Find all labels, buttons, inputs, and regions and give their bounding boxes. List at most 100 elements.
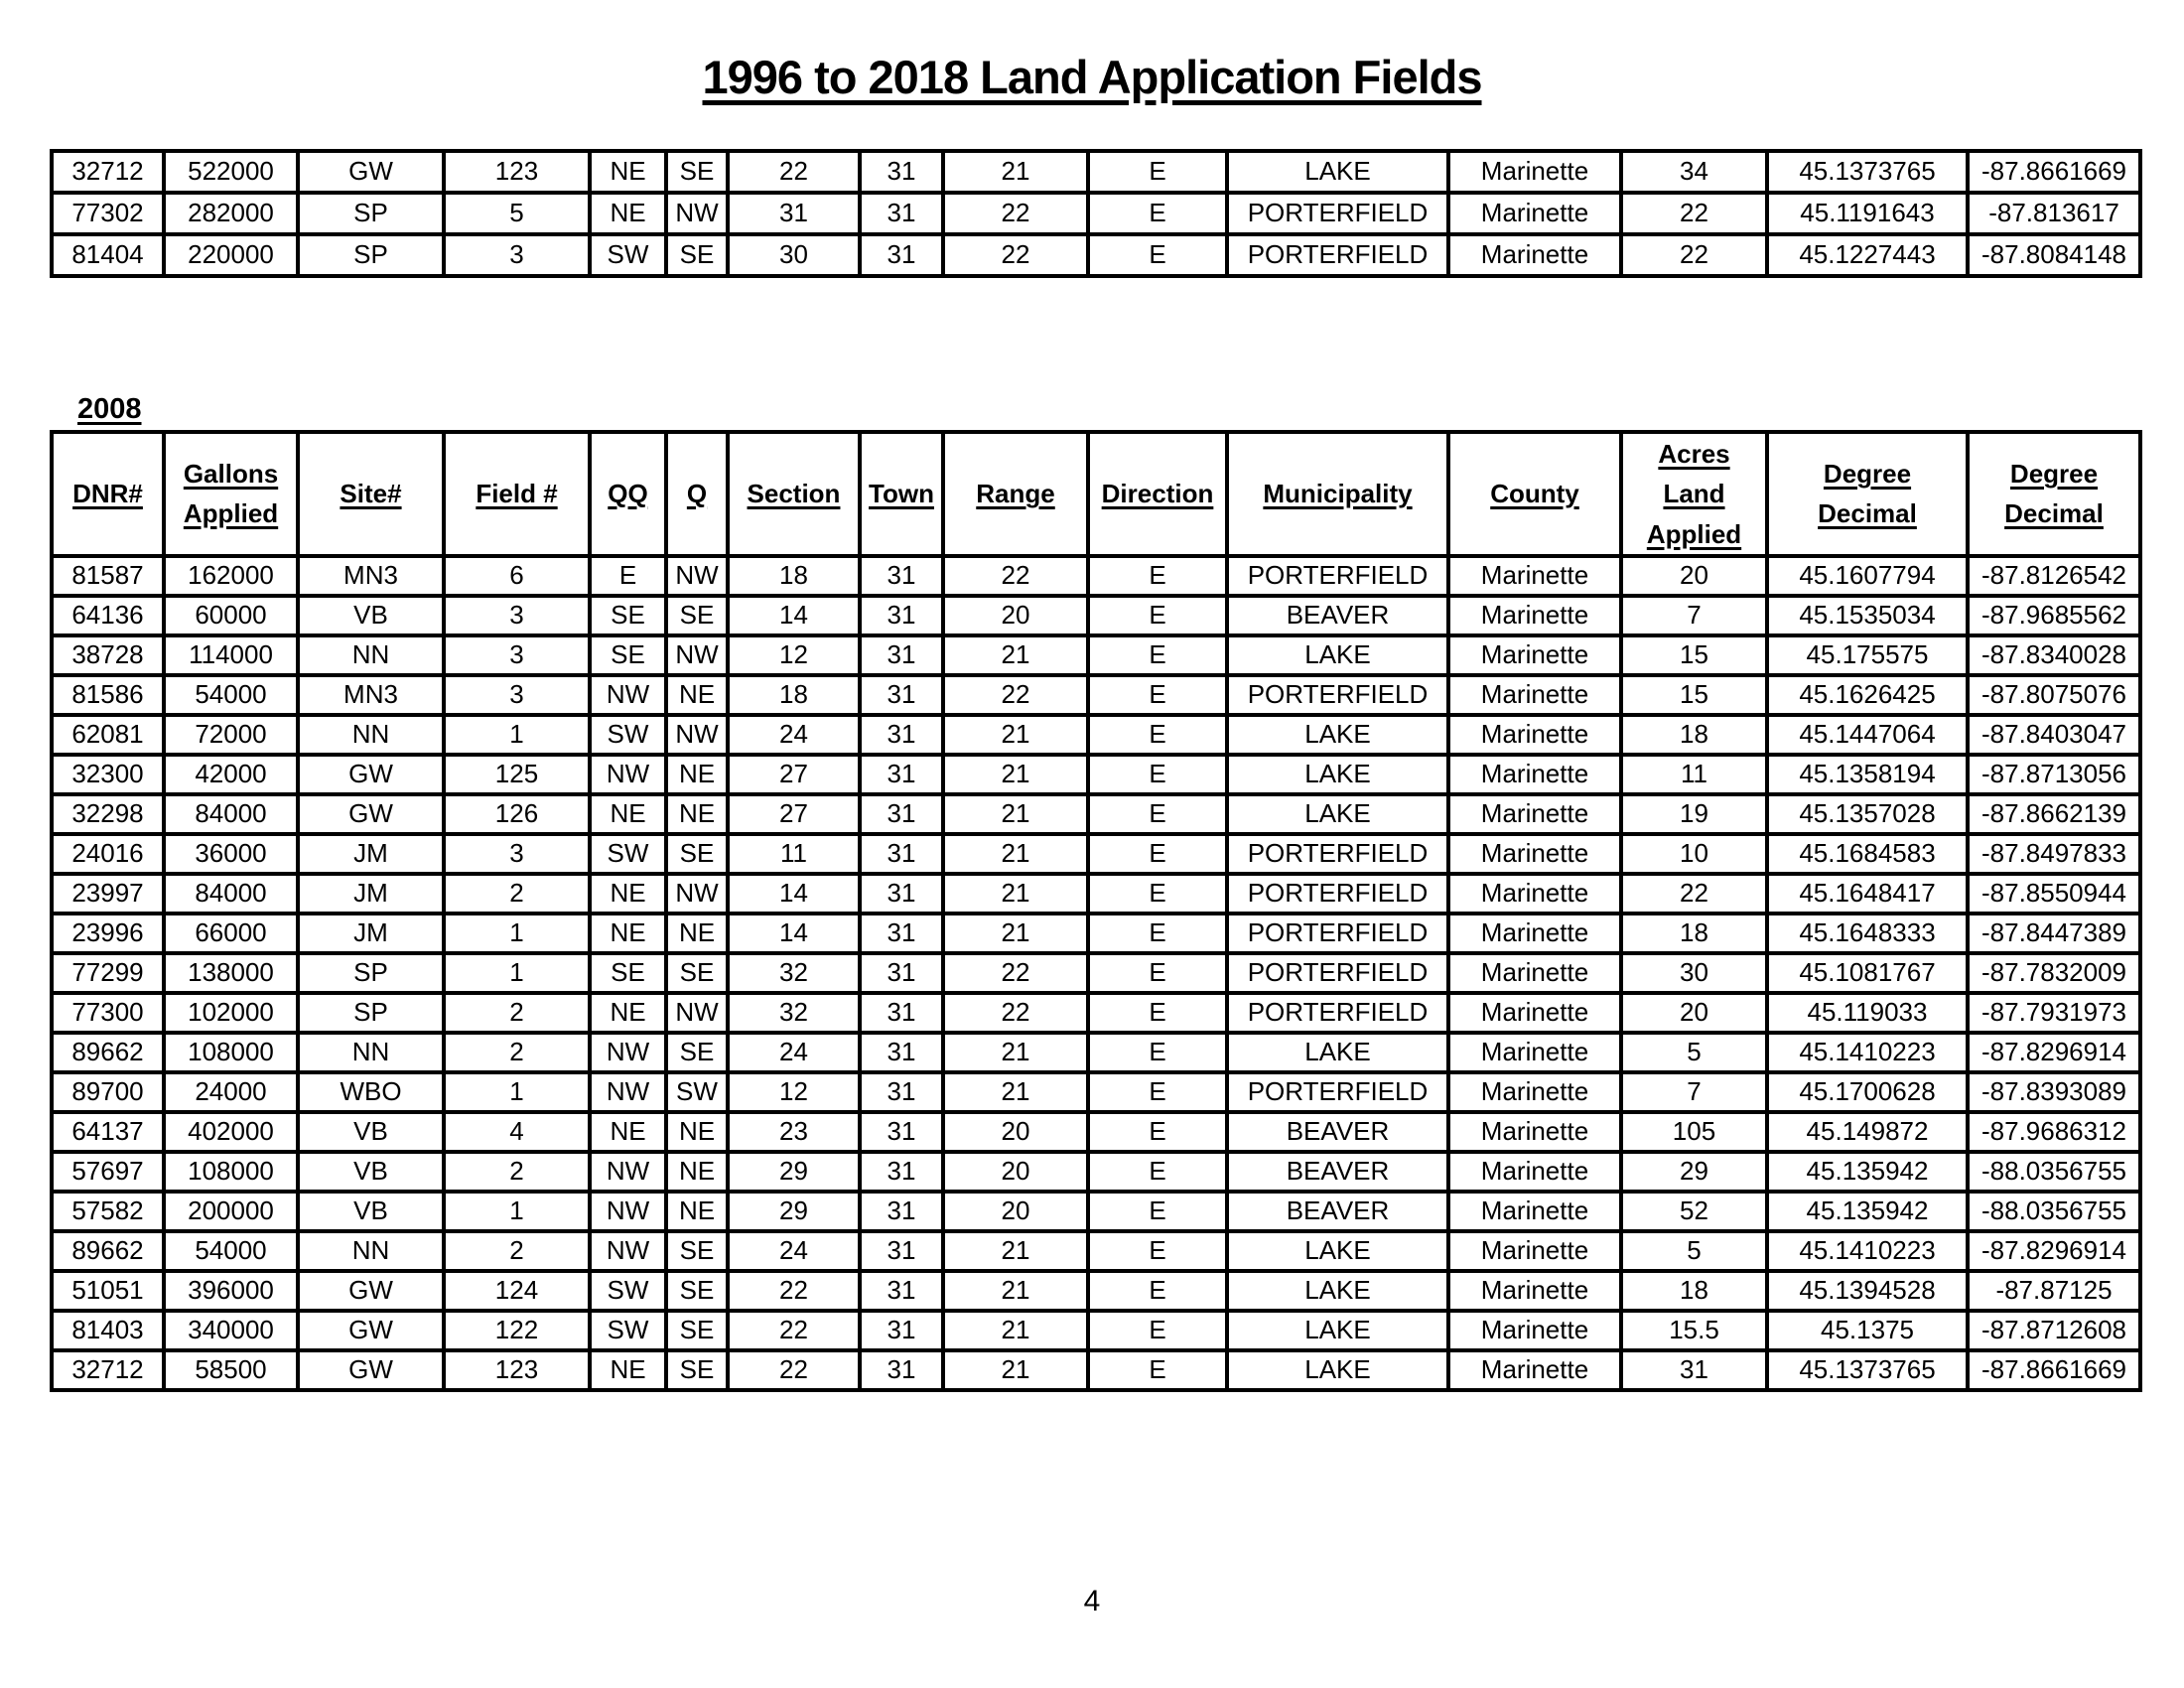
table-cell: 24 bbox=[726, 1030, 862, 1074]
table-cell: 31 bbox=[858, 831, 945, 876]
table-cell: NE bbox=[664, 672, 730, 717]
table-cell: 200000 bbox=[162, 1189, 300, 1233]
table-cell: NW bbox=[664, 633, 730, 677]
table-cell: NE bbox=[588, 990, 668, 1035]
table-cell: 27 bbox=[726, 791, 862, 836]
table-row: 81586 54000 MN3 3 NW NE 18 31 22 E PORTERFIELD Mari… bbox=[50, 672, 2142, 717]
table-cell: -87.8712608 bbox=[1966, 1308, 2142, 1352]
table-cell: 31 bbox=[1619, 1347, 1769, 1392]
table-cell: 18 bbox=[1619, 712, 1769, 757]
table-cell: NE bbox=[664, 752, 730, 796]
table-cell: 77300 bbox=[50, 990, 166, 1035]
table-cell: 162000 bbox=[162, 553, 300, 598]
table-cell: 7 bbox=[1619, 1069, 1769, 1114]
table-cell: Marinette bbox=[1446, 752, 1623, 796]
table-cell: Marinette bbox=[1446, 672, 1623, 717]
table-cell: -87.813617 bbox=[1966, 191, 2142, 236]
table-cell: SP bbox=[296, 232, 446, 278]
table-cell: NW bbox=[588, 1149, 668, 1194]
table-cell: E bbox=[1086, 1030, 1229, 1074]
table-cell: 45.1607794 bbox=[1765, 553, 1970, 598]
land-application-table-head: DNR# Gallons Applied Site# Field # QQ Q Sectio… bbox=[50, 430, 2142, 558]
table-cell: GW bbox=[296, 752, 446, 796]
table-cell: 21 bbox=[941, 1347, 1090, 1392]
table-cell: SE bbox=[664, 1347, 730, 1392]
table-cell: -87.8661669 bbox=[1966, 149, 2142, 195]
table-cell: 30 bbox=[1619, 950, 1769, 995]
year-label: 2008 bbox=[77, 393, 142, 425]
table-cell: 62081 bbox=[50, 712, 166, 757]
table-cell: 123 bbox=[442, 149, 592, 195]
table-cell: Marinette bbox=[1446, 1228, 1623, 1273]
table-cell: 31 bbox=[858, 633, 945, 677]
table-cell: E bbox=[1086, 1069, 1229, 1114]
table-cell: E bbox=[1086, 1189, 1229, 1233]
table-cell: SP bbox=[296, 990, 446, 1035]
table-cell: 19 bbox=[1619, 791, 1769, 836]
table-cell: NE bbox=[664, 1109, 730, 1154]
table-cell: E bbox=[1086, 633, 1229, 677]
table-cell: Marinette bbox=[1446, 950, 1623, 995]
table-cell: 32712 bbox=[50, 1347, 166, 1392]
table-cell: 10 bbox=[1619, 831, 1769, 876]
table-cell: 22 bbox=[1619, 232, 1769, 278]
table-cell: 24000 bbox=[162, 1069, 300, 1114]
table-cell: SE bbox=[588, 633, 668, 677]
table-cell: -87.8340028 bbox=[1966, 633, 2142, 677]
table-cell: 1 bbox=[442, 1069, 592, 1114]
table-cell: Marinette bbox=[1446, 553, 1623, 598]
table-cell: E bbox=[1086, 831, 1229, 876]
table-cell: 45.1357028 bbox=[1765, 791, 1970, 836]
table-cell: 64137 bbox=[50, 1109, 166, 1154]
table-cell: NW bbox=[664, 871, 730, 915]
column-header-12: County bbox=[1446, 430, 1623, 558]
table-cell: NW bbox=[588, 1069, 668, 1114]
table-cell: Marinette bbox=[1446, 232, 1623, 278]
table-cell: NE bbox=[664, 1189, 730, 1233]
page-title: 1996 to 2018 Land Application Fields bbox=[702, 51, 1483, 103]
table-cell: SW bbox=[588, 232, 668, 278]
table-row: 57582 200000 VB 1 NW NE 29 31 20 E BEAVER Marinette… bbox=[50, 1189, 2142, 1233]
table-cell: 22 bbox=[726, 1268, 862, 1313]
table-cell: E bbox=[1086, 191, 1229, 236]
table-cell: -87.8296914 bbox=[1966, 1228, 2142, 1273]
table-cell: 114000 bbox=[162, 633, 300, 677]
table-cell: 60000 bbox=[162, 593, 300, 637]
table-cell: 45.1081767 bbox=[1765, 950, 1970, 995]
table-cell: -87.8497833 bbox=[1966, 831, 2142, 876]
table-cell: 81403 bbox=[50, 1308, 166, 1352]
column-header-13: Acres Land Applied bbox=[1619, 430, 1769, 558]
table-cell: NE bbox=[588, 1109, 668, 1154]
table-cell: 2 bbox=[442, 990, 592, 1035]
table-cell: JM bbox=[296, 831, 446, 876]
table-cell: SE bbox=[664, 149, 730, 195]
table-row: 32300 42000 GW 125 NW NE 27 31 21 E LAKE Marinette 1… bbox=[50, 752, 2142, 796]
table-cell: SE bbox=[664, 1228, 730, 1273]
table-cell: 18 bbox=[1619, 911, 1769, 955]
table-cell: E bbox=[588, 553, 668, 598]
table-cell: 81586 bbox=[50, 672, 166, 717]
table-cell: 31 bbox=[858, 232, 945, 278]
table-cell: 31 bbox=[858, 1030, 945, 1074]
table-cell: 54000 bbox=[162, 1228, 300, 1273]
table-cell: -87.8713056 bbox=[1966, 752, 2142, 796]
table-cell: 108000 bbox=[162, 1149, 300, 1194]
table-cell: NE bbox=[588, 871, 668, 915]
table-cell: E bbox=[1086, 1308, 1229, 1352]
table-cell: Marinette bbox=[1446, 831, 1623, 876]
table-cell: 22 bbox=[726, 149, 862, 195]
table-cell: 45.1410223 bbox=[1765, 1228, 1970, 1273]
table-cell: 102000 bbox=[162, 990, 300, 1035]
table-row: 81404 220000 SP 3 SW SE 30 31 22 E PORTERFIELD Mari… bbox=[50, 232, 2142, 278]
table-cell: 2 bbox=[442, 871, 592, 915]
table-cell: 32712 bbox=[50, 149, 166, 195]
table-cell: 22 bbox=[941, 950, 1090, 995]
column-header-6: Q bbox=[664, 430, 730, 558]
table-cell: 30 bbox=[726, 232, 862, 278]
table-cell: E bbox=[1086, 593, 1229, 637]
table-cell: 45.135942 bbox=[1765, 1189, 1970, 1233]
table-cell: Marinette bbox=[1446, 1030, 1623, 1074]
table-cell: 4 bbox=[442, 1109, 592, 1154]
table-cell: 31 bbox=[858, 990, 945, 1035]
column-header-14: Degree Decimal bbox=[1765, 430, 1970, 558]
